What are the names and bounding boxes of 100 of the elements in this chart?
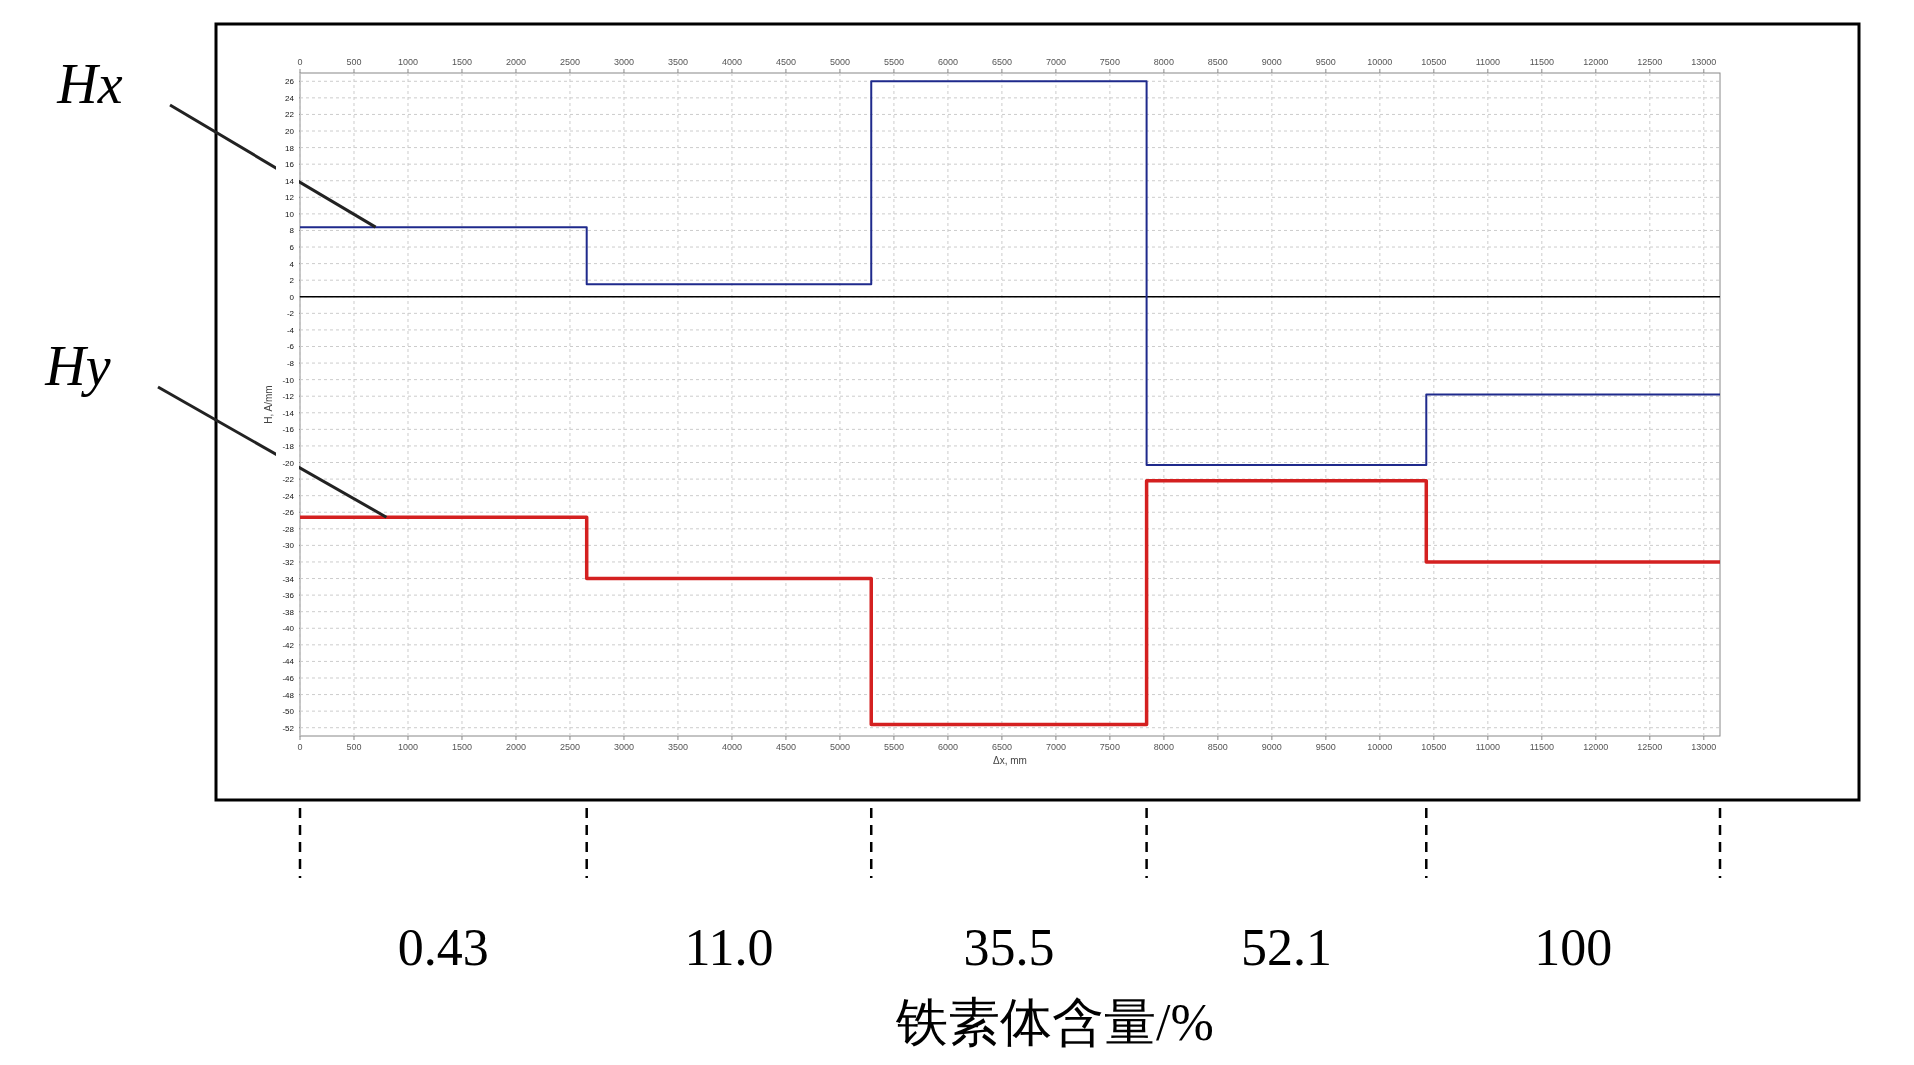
x-tick-label: 8500	[1207, 742, 1228, 752]
x2-tick-label: 5000	[829, 57, 850, 67]
x2-tick-label: 12000	[1583, 57, 1609, 67]
text: 0.43	[397, 919, 489, 976]
x2-tick-label: 0	[297, 57, 303, 67]
x-tick-label: 13000	[1691, 742, 1717, 752]
x-tick-label: 3000	[613, 742, 634, 752]
y-tick-label: 8	[289, 226, 295, 236]
x2-tick-label: 12500	[1637, 57, 1663, 67]
x2-tick-label: 1000	[397, 57, 418, 67]
y-axis-title: H, A/mm	[263, 385, 274, 424]
y-tick-label: -36	[282, 591, 295, 601]
x2-tick-label: 10000	[1367, 57, 1393, 67]
y-tick-label: -30	[282, 541, 295, 551]
x2-tick-label: 9500	[1315, 57, 1336, 67]
y-tick-label: 26	[285, 77, 295, 87]
x2-tick-label: 7000	[1045, 57, 1066, 67]
y-tick-label: -24	[282, 491, 295, 501]
x2-tick-label: 6000	[937, 57, 958, 67]
y-tick-label: 10	[285, 209, 295, 219]
x-tick-label: 5000	[829, 742, 850, 752]
y-tick-label: -32	[282, 557, 295, 567]
x-tick-label: 4500	[775, 742, 796, 752]
x-tick-label: 8000	[1153, 742, 1174, 752]
x-tick-label: 11000	[1475, 742, 1501, 752]
x2-tick-label: 8500	[1207, 57, 1228, 67]
text: 铁素体含量/%	[895, 994, 1214, 1051]
x-tick-label: 2500	[559, 742, 580, 752]
x2-tick-label: 9000	[1261, 57, 1282, 67]
x-tick-label: 6500	[991, 742, 1012, 752]
y-tick-label: -16	[282, 425, 295, 435]
text: 100	[1534, 919, 1613, 976]
x-tick-label: 10500	[1421, 742, 1447, 752]
x-tick-label: 0	[297, 742, 303, 752]
y-tick-label: -4	[286, 325, 295, 335]
y-tick-label: -38	[282, 607, 295, 617]
x-axis-title: Δx, mm	[993, 755, 1027, 766]
y-tick-label: 6	[289, 243, 295, 253]
y-tick-label: -52	[282, 723, 295, 733]
x2-tick-label: 13000	[1691, 57, 1717, 67]
y-tick-label: -34	[282, 574, 295, 584]
text: 11.0	[684, 919, 774, 976]
y-tick-label: 20	[285, 127, 295, 137]
x-tick-label: 9500	[1315, 742, 1336, 752]
x-tick-label: 9000	[1261, 742, 1282, 752]
y-tick-label: -14	[282, 408, 295, 418]
y-tick-label: -12	[282, 392, 295, 402]
y-tick-label: 14	[285, 176, 295, 186]
x2-tick-label: 11500	[1529, 57, 1554, 67]
annotation: Hx	[56, 53, 123, 115]
y-tick-label: 4	[289, 259, 295, 269]
y-tick-label: 0	[289, 292, 295, 302]
y-tick-label: 12	[285, 193, 295, 203]
y-tick-label: 2	[289, 276, 295, 286]
y-tick-label: 16	[285, 160, 295, 170]
y-tick-label: 24	[285, 93, 295, 103]
y-tick-label: -18	[282, 441, 295, 451]
y-tick-label: -46	[282, 673, 295, 683]
y-tick-label: -10	[282, 375, 295, 385]
text: 52.1	[1240, 919, 1332, 976]
x2-tick-label: 1500	[451, 57, 472, 67]
y-tick-label: 22	[285, 110, 295, 120]
y-tick-label: -44	[282, 657, 295, 667]
x2-tick-label: 10500	[1421, 57, 1447, 67]
x2-tick-label: 5500	[883, 57, 904, 67]
x-tick-label: 7000	[1045, 742, 1066, 752]
x2-tick-label: 4000	[721, 57, 742, 67]
x2-tick-label: 7500	[1099, 57, 1120, 67]
x2-tick-label: 2500	[559, 57, 580, 67]
x-tick-label: 3500	[667, 742, 688, 752]
x-tick-label: 4000	[721, 742, 742, 752]
y-tick-label: -26	[282, 508, 295, 518]
x2-tick-label: 6500	[991, 57, 1012, 67]
x-tick-label: 6000	[937, 742, 958, 752]
y-tick-label: -20	[282, 458, 295, 468]
x2-tick-label: 3000	[613, 57, 634, 67]
y-tick-label: -50	[282, 707, 295, 717]
y-tick-label: -42	[282, 640, 295, 650]
y-tick-label: -2	[286, 309, 295, 319]
x2-tick-label: 11000	[1475, 57, 1501, 67]
annotation: Hy	[44, 335, 111, 397]
y-tick-label: -28	[282, 524, 295, 534]
text: 35.5	[963, 919, 1055, 976]
y-tick-label: -6	[286, 342, 295, 352]
y-tick-label: 18	[285, 143, 295, 153]
x-tick-label: 10000	[1367, 742, 1393, 752]
y-tick-label: -8	[286, 359, 295, 369]
x-tick-label: 2000	[505, 742, 526, 752]
x2-tick-label: 4500	[775, 57, 796, 67]
x-tick-label: 1000	[397, 742, 418, 752]
y-tick-label: -40	[282, 624, 295, 634]
x-tick-label: 12000	[1583, 742, 1609, 752]
x2-tick-label: 2000	[505, 57, 526, 67]
x-tick-label: 1500	[451, 742, 472, 752]
x-tick-label: 5500	[883, 742, 904, 752]
x-tick-label: 11500	[1529, 742, 1554, 752]
x-tick-label: 500	[346, 742, 362, 752]
x-tick-label: 12500	[1637, 742, 1663, 752]
x2-tick-label: 8000	[1153, 57, 1174, 67]
y-tick-label: -48	[282, 690, 295, 700]
